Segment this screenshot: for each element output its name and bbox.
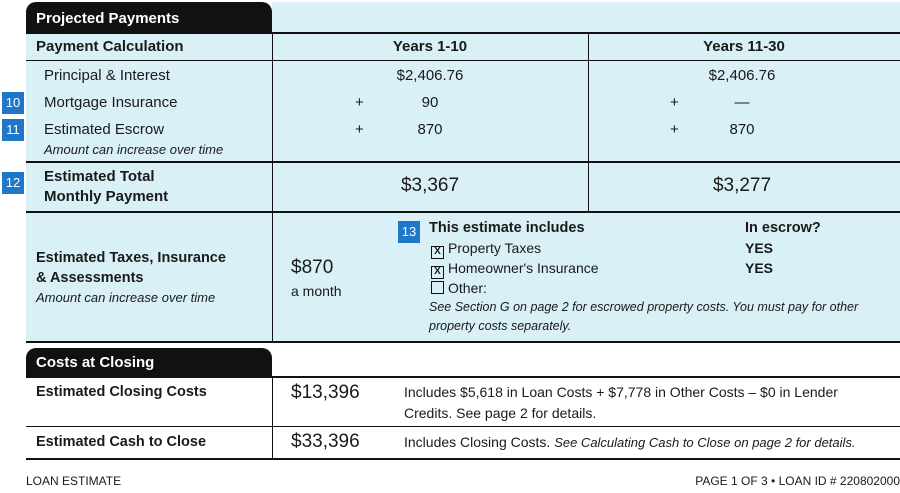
cash-to-close-desc-plain: Includes Closing Costs.	[404, 434, 555, 450]
costs-at-closing-title: Costs at Closing	[26, 348, 272, 376]
badge-12: 12	[2, 172, 24, 194]
taxes-label-1: Estimated Taxes, Insurance	[36, 250, 226, 266]
estimated-total-years-1-10: $3,367	[400, 175, 460, 196]
estimated-escrow-op-1: +	[355, 121, 364, 138]
estimated-escrow-years-11-30: 870	[729, 121, 755, 138]
property-taxes-item: X Property Taxes	[431, 240, 541, 259]
mortgage-insurance-years-11-30: —	[734, 94, 750, 111]
closing-costs-desc-2: Credits. See page 2 for details.	[404, 405, 597, 421]
mortgage-insurance-op-2: +	[670, 94, 679, 111]
taxes-amount: $870	[291, 257, 334, 278]
estimate-includes-header: This estimate includes	[429, 220, 585, 236]
mortgage-insurance-label: Mortgage Insurance	[44, 94, 178, 111]
mortgage-insurance-op-1: +	[355, 94, 364, 111]
payment-calculation-header: Payment Calculation	[36, 38, 184, 55]
badge-11: 11	[2, 119, 24, 141]
taxes-label-2: & Assessments	[36, 270, 144, 286]
taxes-sublabel: Amount can increase over time	[36, 290, 216, 305]
property-taxes-escrow: YES	[745, 240, 774, 256]
footer-page-loan-id: PAGE 1 OF 3 • LOAN ID # 220802000	[695, 474, 900, 488]
escrow-note-line-2: property costs separately.	[429, 319, 572, 333]
principal-interest-years-11-30: $2,406.76	[708, 67, 776, 84]
estimated-total-label-2: Monthly Payment	[44, 188, 169, 205]
other-item: Other:	[431, 280, 487, 296]
section-background-left	[26, 30, 272, 342]
homeowners-insurance-escrow: YES	[745, 260, 774, 276]
years-11-30-header: Years 11-30	[703, 38, 785, 55]
estimated-total-label-1: Estimated Total	[44, 168, 155, 185]
homeowners-insurance-label: Homeowner's Insurance	[448, 260, 599, 276]
escrow-note-line-1: See Section G on page 2 for escrowed pro…	[429, 300, 859, 314]
mortgage-insurance-years-1-10: 90	[421, 94, 439, 111]
closing-costs-label: Estimated Closing Costs	[36, 384, 207, 400]
cash-to-close-desc-italic: See Calculating Cash to Close on page 2 …	[554, 435, 856, 450]
homeowners-insurance-item: X Homeowner's Insurance	[431, 260, 599, 279]
homeowners-insurance-checkbox: X	[431, 266, 444, 279]
estimated-escrow-label: Estimated Escrow	[44, 121, 165, 138]
principal-interest-label: Principal & Interest	[44, 67, 170, 84]
cash-to-close-label: Estimated Cash to Close	[36, 434, 207, 450]
years-1-10-header: Years 1-10	[392, 38, 468, 55]
in-escrow-header: In escrow?	[745, 220, 821, 236]
principal-interest-years-1-10: $2,406.76	[396, 67, 464, 84]
section-background	[272, 2, 900, 342]
projected-payments-title: Projected Payments	[26, 2, 272, 32]
taxes-period: a month	[291, 283, 342, 299]
estimated-escrow-op-2: +	[670, 121, 679, 138]
cash-to-close-amount: $33,396	[291, 431, 360, 452]
other-label: Other:	[448, 280, 487, 296]
badge-13: 13	[398, 221, 420, 243]
cash-to-close-desc: Includes Closing Costs. See Calculating …	[404, 434, 856, 450]
badge-10: 10	[2, 92, 24, 114]
closing-costs-amount: $13,396	[291, 382, 360, 403]
estimated-escrow-sublabel: Amount can increase over time	[44, 142, 224, 157]
footer-loan-estimate: LOAN ESTIMATE	[26, 474, 122, 488]
other-checkbox	[431, 281, 444, 294]
closing-costs-desc-1: Includes $5,618 in Loan Costs + $7,778 i…	[404, 384, 838, 400]
property-taxes-checkbox: X	[431, 246, 444, 259]
property-taxes-label: Property Taxes	[448, 240, 542, 256]
estimated-escrow-years-1-10: 870	[417, 121, 443, 138]
estimated-total-years-11-30: $3,277	[712, 175, 772, 196]
